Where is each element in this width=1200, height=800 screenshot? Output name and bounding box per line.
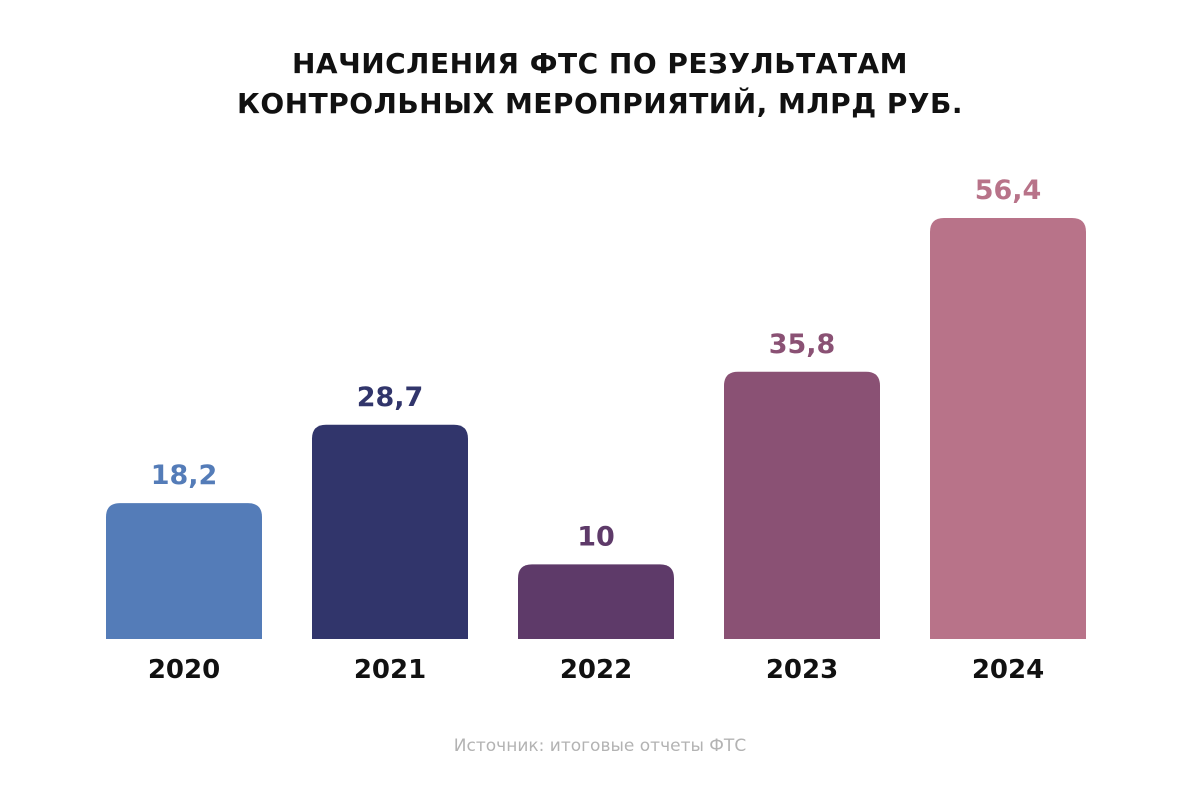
chart-title-line-1: НАЧИСЛЕНИЯ ФТС ПО РЕЗУЛЬТАТАМ bbox=[291, 47, 909, 80]
value-label-2022: 10 bbox=[577, 521, 615, 552]
category-label-2024: 2024 bbox=[972, 655, 1044, 685]
category-label-2020: 2020 bbox=[148, 655, 220, 685]
value-label-2020: 18,2 bbox=[151, 460, 218, 491]
chart-title-line-2: КОНТРОЛЬНЫХ МЕРОПРИЯТИЙ, МЛРД РУБ. bbox=[237, 87, 963, 120]
chart-title: НАЧИСЛЕНИЯ ФТС ПО РЕЗУЛЬТАТАМ КОНТРОЛЬНЫ… bbox=[0, 44, 1200, 124]
category-label-2022: 2022 bbox=[560, 655, 632, 685]
value-label-2023: 35,8 bbox=[769, 329, 836, 360]
bar-2022 bbox=[518, 564, 674, 639]
value-label-2021: 28,7 bbox=[357, 382, 424, 413]
category-label-2021: 2021 bbox=[354, 655, 426, 685]
value-label-2024: 56,4 bbox=[975, 175, 1042, 206]
source-note: Источник: итоговые отчеты ФТС bbox=[453, 736, 747, 756]
bar-2024 bbox=[930, 218, 1086, 639]
bar-2023 bbox=[724, 371, 880, 639]
bar-2020 bbox=[106, 503, 262, 639]
bar-2021 bbox=[312, 424, 468, 639]
category-label-2023: 2023 bbox=[766, 655, 838, 685]
